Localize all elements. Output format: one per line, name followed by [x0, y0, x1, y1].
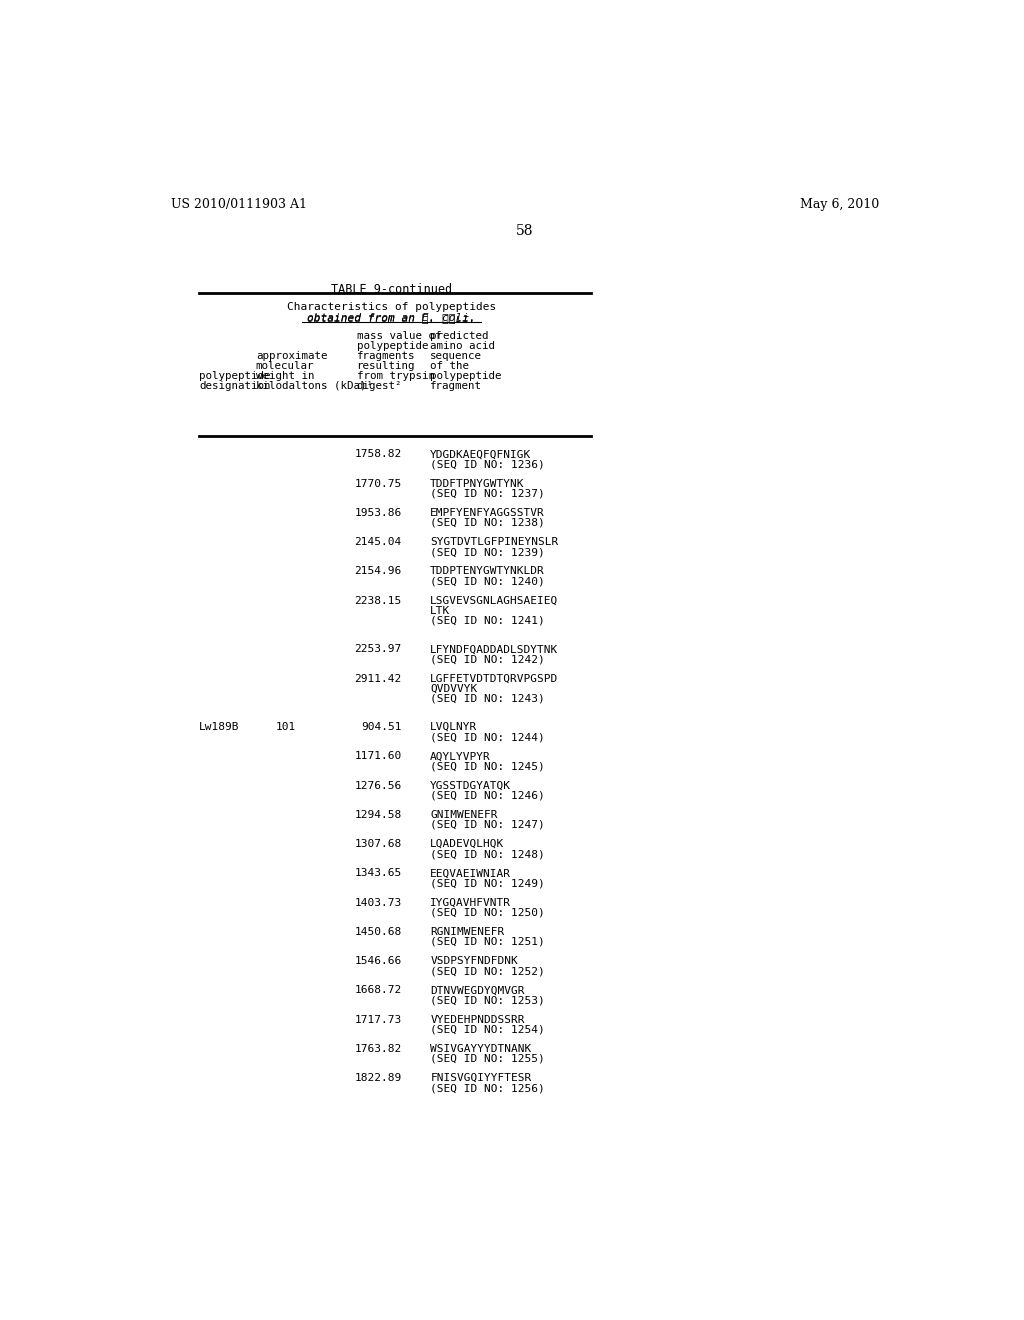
Text: 1758.82: 1758.82 — [354, 449, 401, 459]
Text: (SEQ ID NO: 1244): (SEQ ID NO: 1244) — [430, 733, 545, 742]
Text: TDDPTENYGWTYNKLDR: TDDPTENYGWTYNKLDR — [430, 566, 545, 577]
Text: fragments: fragments — [356, 351, 415, 360]
Text: VYEDEHPNDDSSRR: VYEDEHPNDDSSRR — [430, 1015, 524, 1024]
Text: 1822.89: 1822.89 — [354, 1073, 401, 1084]
Text: 1668.72: 1668.72 — [354, 985, 401, 995]
Text: 1171.60: 1171.60 — [354, 751, 401, 762]
Text: 1717.73: 1717.73 — [354, 1015, 401, 1024]
Text: 58: 58 — [516, 224, 534, 238]
Text: of the: of the — [430, 360, 469, 371]
Text: May 6, 2010: May 6, 2010 — [801, 198, 880, 211]
Text: (SEQ ID NO: 1242): (SEQ ID NO: 1242) — [430, 655, 545, 664]
Text: (SEQ ID NO: 1240): (SEQ ID NO: 1240) — [430, 577, 545, 586]
Text: 2253.97: 2253.97 — [354, 644, 401, 655]
Text: LGFFETVDTDTQRVPGSPD: LGFFETVDTDTQRVPGSPD — [430, 673, 558, 684]
Text: GNIMWENEFR: GNIMWENEFR — [430, 810, 498, 820]
Text: SYGTDVTLGFPINEYNSLR: SYGTDVTLGFPINEYNSLR — [430, 537, 558, 548]
Text: 1403.73: 1403.73 — [354, 898, 401, 908]
Text: fragment: fragment — [430, 381, 482, 391]
Text: (SEQ ID NO: 1238): (SEQ ID NO: 1238) — [430, 517, 545, 528]
Text: QVDVVYK: QVDVVYK — [430, 684, 477, 693]
Text: predicted: predicted — [430, 331, 488, 341]
Text: LQADEVQLHQK: LQADEVQLHQK — [430, 840, 505, 849]
Text: DTNVWEGDYQMVGR: DTNVWEGDYQMVGR — [430, 985, 524, 995]
Text: FNISVGQIYYFTESR: FNISVGQIYYFTESR — [430, 1073, 531, 1084]
Text: LTK: LTK — [430, 606, 451, 615]
Text: 1276.56: 1276.56 — [354, 780, 401, 791]
Text: 1450.68: 1450.68 — [354, 927, 401, 937]
Text: (SEQ ID NO: 1256): (SEQ ID NO: 1256) — [430, 1084, 545, 1093]
Text: 2911.42: 2911.42 — [354, 673, 401, 684]
Text: sequence: sequence — [430, 351, 482, 360]
Text: (SEQ ID NO: 1241): (SEQ ID NO: 1241) — [430, 615, 545, 626]
Text: 1294.58: 1294.58 — [354, 810, 401, 820]
Text: YGSSTDGYATQK: YGSSTDGYATQK — [430, 780, 511, 791]
Text: polypeptide: polypeptide — [200, 371, 270, 381]
Text: (SEQ ID NO: 1254): (SEQ ID NO: 1254) — [430, 1024, 545, 1035]
Text: (SEQ ID NO: 1248): (SEQ ID NO: 1248) — [430, 849, 545, 859]
Text: 1307.68: 1307.68 — [354, 840, 401, 849]
Text: EMPFYENFYAGGSSTVR: EMPFYENFYAGGSSTVR — [430, 508, 545, 517]
Text: (SEQ ID NO: 1246): (SEQ ID NO: 1246) — [430, 791, 545, 800]
Text: 904.51: 904.51 — [361, 722, 401, 733]
Text: (SEQ ID NO: 1247): (SEQ ID NO: 1247) — [430, 820, 545, 830]
Text: (SEQ ID NO: 1252): (SEQ ID NO: 1252) — [430, 966, 545, 975]
Text: molecular: molecular — [256, 360, 314, 371]
Text: EEQVAEIWNIAR: EEQVAEIWNIAR — [430, 869, 511, 878]
Text: (SEQ ID NO: 1249): (SEQ ID NO: 1249) — [430, 878, 545, 888]
Text: LFYNDFQADDADLSDYTNK: LFYNDFQADDADLSDYTNK — [430, 644, 558, 655]
Text: YDGDKAEQFQFNIGK: YDGDKAEQFQFNIGK — [430, 449, 531, 459]
Text: approximate: approximate — [256, 351, 328, 360]
Text: amino acid: amino acid — [430, 341, 496, 351]
Text: 1953.86: 1953.86 — [354, 508, 401, 517]
Text: weight in: weight in — [256, 371, 314, 381]
Text: 1763.82: 1763.82 — [354, 1044, 401, 1053]
Text: 101: 101 — [275, 722, 296, 733]
Text: resulting: resulting — [356, 360, 415, 371]
Text: (SEQ ID NO: 1236): (SEQ ID NO: 1236) — [430, 459, 545, 470]
Text: mass value of: mass value of — [356, 331, 441, 341]
Text: 1770.75: 1770.75 — [354, 479, 401, 488]
Text: 2145.04: 2145.04 — [354, 537, 401, 548]
Text: (SEQ ID NO: 1253): (SEQ ID NO: 1253) — [430, 995, 545, 1006]
Text: Characteristics of polypeptides: Characteristics of polypeptides — [287, 302, 496, 313]
Text: WSIVGAYYYDTNANK: WSIVGAYYYDTNANK — [430, 1044, 531, 1053]
Text: digest²: digest² — [356, 381, 402, 391]
Text: AQYLYVPYR: AQYLYVPYR — [430, 751, 490, 762]
Text: (SEQ ID NO: 1250): (SEQ ID NO: 1250) — [430, 908, 545, 917]
Text: from trypsin: from trypsin — [356, 371, 434, 381]
Text: (SEQ ID NO: 1237): (SEQ ID NO: 1237) — [430, 488, 545, 499]
Text: (SEQ ID NO: 1239): (SEQ ID NO: 1239) — [430, 548, 545, 557]
Text: designation: designation — [200, 381, 270, 391]
Text: IYGQAVHFVNTR: IYGQAVHFVNTR — [430, 898, 511, 908]
Text: obtained from an E. coli.: obtained from an E. coli. — [307, 313, 476, 323]
Text: obtained from an ᴇ. ᴄᴏʟɪ.: obtained from an ᴇ. ᴄᴏʟɪ. — [307, 313, 476, 323]
Text: (SEQ ID NO: 1255): (SEQ ID NO: 1255) — [430, 1053, 545, 1064]
Text: polypeptide: polypeptide — [356, 341, 428, 351]
Text: LSGVEVSGNLAGHSAEIEQ: LSGVEVSGNLAGHSAEIEQ — [430, 595, 558, 606]
Text: TABLE 9-continued: TABLE 9-continued — [331, 284, 452, 296]
Text: 1343.65: 1343.65 — [354, 869, 401, 878]
Text: kilodaltons (kDa)¹: kilodaltons (kDa)¹ — [256, 381, 373, 391]
Text: LVQLNYR: LVQLNYR — [430, 722, 477, 733]
Text: Lw189B: Lw189B — [200, 722, 240, 733]
Text: VSDPSYFNDFDNK: VSDPSYFNDFDNK — [430, 956, 518, 966]
Text: 1546.66: 1546.66 — [354, 956, 401, 966]
Text: US 2010/0111903 A1: US 2010/0111903 A1 — [171, 198, 306, 211]
Text: 2154.96: 2154.96 — [354, 566, 401, 577]
Text: (SEQ ID NO: 1243): (SEQ ID NO: 1243) — [430, 693, 545, 704]
Text: RGNIMWENEFR: RGNIMWENEFR — [430, 927, 505, 937]
Text: TDDFTPNYGWTYNK: TDDFTPNYGWTYNK — [430, 479, 524, 488]
Text: 2238.15: 2238.15 — [354, 595, 401, 606]
Text: polypeptide: polypeptide — [430, 371, 502, 381]
Text: (SEQ ID NO: 1251): (SEQ ID NO: 1251) — [430, 937, 545, 946]
Text: (SEQ ID NO: 1245): (SEQ ID NO: 1245) — [430, 762, 545, 771]
